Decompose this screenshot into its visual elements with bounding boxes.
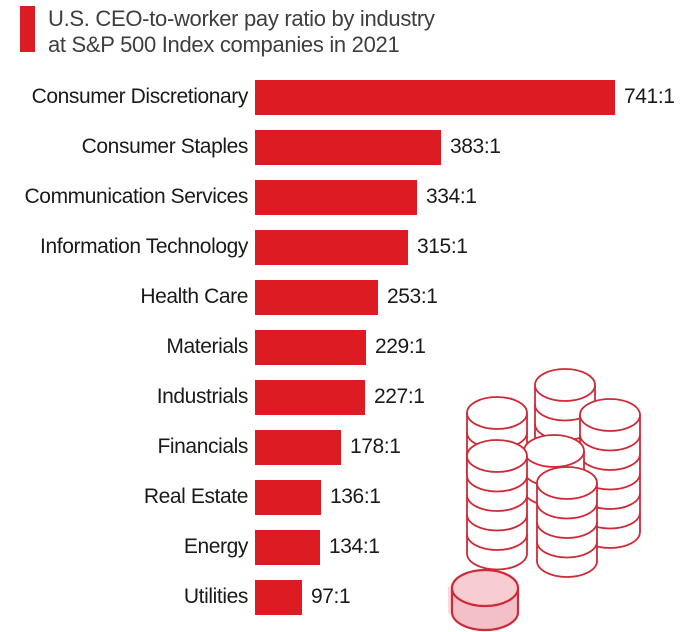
category-label: Materials bbox=[166, 335, 248, 358]
value-label: 134:1 bbox=[329, 535, 380, 558]
bar-chart: Consumer Discretionary 741:1 Consumer Stap… bbox=[0, 72, 700, 622]
bar-row: Consumer Discretionary 741:1 bbox=[0, 72, 700, 122]
bar bbox=[255, 479, 321, 515]
category-label: Utilities bbox=[183, 585, 248, 608]
value-label: 741:1 bbox=[624, 85, 675, 108]
title-marker bbox=[20, 6, 35, 52]
bar bbox=[255, 329, 366, 365]
bar bbox=[255, 79, 615, 115]
category-label: Information Technology bbox=[40, 235, 248, 258]
category-label: Communication Services bbox=[24, 185, 249, 208]
bar-row: Consumer Staples 383:1 bbox=[0, 122, 700, 172]
bar-row: Energy 134:1 bbox=[0, 522, 700, 572]
bar bbox=[255, 129, 441, 165]
bar bbox=[255, 279, 378, 315]
category-label: Consumer Staples bbox=[81, 135, 249, 158]
bar bbox=[255, 429, 341, 465]
value-label: 136:1 bbox=[330, 485, 381, 508]
bar-row: Health Care 253:1 bbox=[0, 272, 700, 322]
category-label: Consumer Discretionary bbox=[31, 85, 249, 108]
bar-row: Real Estate 136:1 bbox=[0, 472, 700, 522]
pink-coin-icon bbox=[448, 568, 520, 632]
bar bbox=[255, 229, 408, 265]
bar bbox=[255, 579, 302, 615]
chart-title-line2: at S&P 500 Index companies in 2021 bbox=[48, 32, 400, 57]
category-label: Energy bbox=[183, 535, 249, 558]
value-label: 334:1 bbox=[426, 185, 477, 208]
bar bbox=[255, 529, 320, 565]
bar bbox=[255, 379, 365, 415]
value-label: 227:1 bbox=[374, 385, 425, 408]
bar-row: Communication Services 334:1 bbox=[0, 172, 700, 222]
coin-stack-icon bbox=[536, 466, 598, 578]
chart-title-line1: U.S. CEO-to-worker pay ratio by industry bbox=[48, 6, 435, 31]
category-label: Real Estate bbox=[143, 485, 249, 508]
bar-row: Industrials 227:1 bbox=[0, 372, 700, 422]
title-block: U.S. CEO-to-worker pay ratio by industry… bbox=[20, 6, 435, 58]
bar-row: Materials 229:1 bbox=[0, 322, 700, 372]
category-label: Financials bbox=[157, 435, 248, 458]
bar-row: Information Technology 315:1 bbox=[0, 222, 700, 272]
value-label: 315:1 bbox=[417, 235, 468, 258]
bar-row: Financials 178:1 bbox=[0, 422, 700, 472]
coin-stack-icon bbox=[466, 439, 528, 571]
value-label: 178:1 bbox=[350, 435, 401, 458]
bar-row: Utilities 97:1 bbox=[0, 572, 700, 622]
coin-stacks-illustration bbox=[448, 368, 641, 632]
category-label: Health Care bbox=[140, 285, 248, 308]
bar bbox=[255, 179, 417, 215]
value-label: 229:1 bbox=[375, 335, 426, 358]
value-label: 383:1 bbox=[450, 135, 501, 158]
category-label: Industrials bbox=[156, 385, 249, 408]
value-label: 253:1 bbox=[387, 285, 438, 308]
chart-title: U.S. CEO-to-worker pay ratio by industry… bbox=[48, 6, 435, 58]
value-label: 97:1 bbox=[311, 585, 351, 608]
